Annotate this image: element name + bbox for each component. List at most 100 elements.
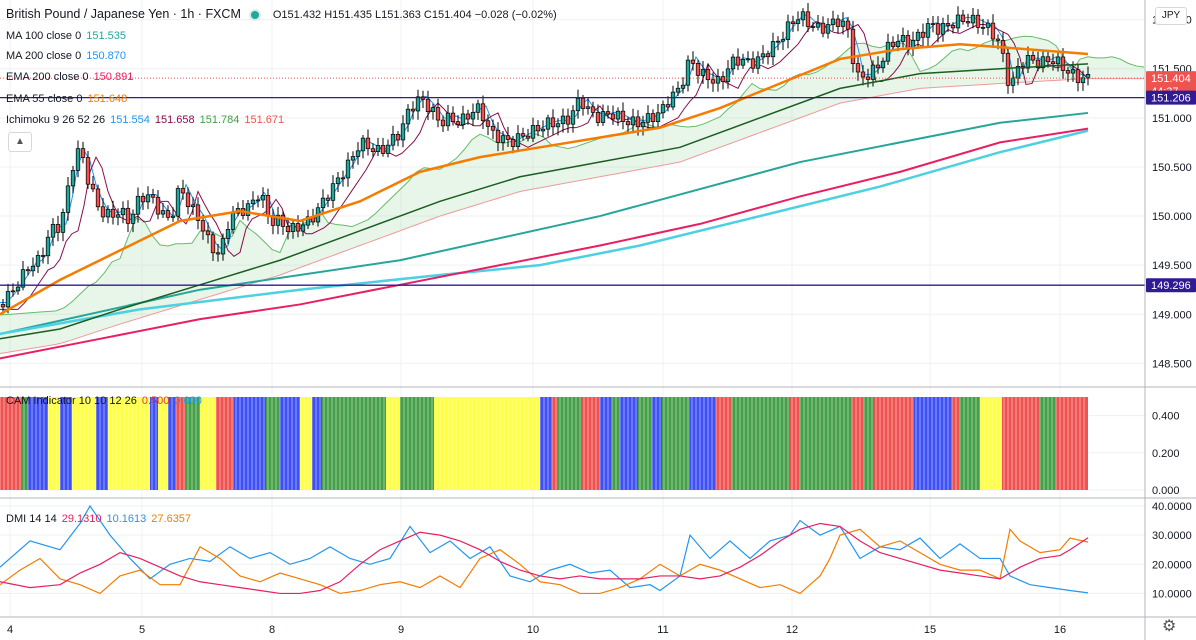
candle-body bbox=[105, 208, 111, 218]
candle-body bbox=[805, 11, 811, 27]
y-tick-label: 30.0000 bbox=[1152, 530, 1192, 542]
candle-body bbox=[405, 108, 411, 125]
candle-body bbox=[920, 31, 926, 38]
candle-body bbox=[915, 31, 921, 41]
chevron-up-icon: ▲ bbox=[15, 136, 25, 147]
candle-body bbox=[450, 112, 456, 123]
candle-body bbox=[1005, 52, 1011, 86]
candle-body bbox=[170, 215, 176, 218]
ichimoku-base-line bbox=[0, 21, 1087, 310]
upper-level-tag: 151.206 bbox=[1151, 93, 1191, 105]
candle-body bbox=[795, 19, 801, 25]
candle-body bbox=[990, 22, 996, 40]
candle-body bbox=[735, 56, 741, 66]
candle-body bbox=[65, 185, 71, 213]
candle-body bbox=[245, 203, 251, 216]
cam-legend[interactable]: CAM Indicator 10 10 12 26 0.500 0.000 bbox=[6, 395, 202, 407]
candle-body bbox=[1050, 61, 1056, 65]
cam-bar bbox=[790, 397, 800, 490]
candle-body bbox=[890, 41, 896, 47]
candle-body bbox=[5, 291, 11, 308]
candle-body bbox=[340, 177, 346, 180]
ichimoku-value-4: 151.671 bbox=[244, 114, 285, 126]
ma100-legend[interactable]: MA 100 close 0 151.535 bbox=[6, 29, 126, 43]
dmi-legend[interactable]: DMI 14 14 29.1310 10.1613 27.6357 bbox=[6, 513, 191, 525]
symbol-label[interactable]: British Pound / Japanese Yen · 1h · FXCM bbox=[6, 7, 241, 21]
candle-body bbox=[250, 199, 256, 205]
ichimoku-label: Ichimoku 9 26 52 26 bbox=[6, 114, 106, 126]
cam-bar bbox=[322, 397, 386, 490]
dmi-series-line bbox=[0, 504, 1089, 594]
candle-body bbox=[665, 104, 671, 108]
candle-body bbox=[580, 97, 586, 109]
candle-body bbox=[1070, 69, 1076, 74]
gear-icon[interactable]: ⚙ bbox=[1162, 618, 1177, 635]
collapse-legend-button[interactable]: ▲ bbox=[8, 132, 32, 152]
candle-body bbox=[595, 112, 601, 123]
x-tick-label: 8 bbox=[269, 624, 275, 636]
cam-bar bbox=[96, 397, 108, 490]
candle-body bbox=[80, 148, 86, 158]
candle-body bbox=[325, 197, 331, 201]
candle-body bbox=[220, 238, 226, 255]
cam-bar bbox=[638, 397, 652, 490]
candle-body bbox=[135, 195, 141, 215]
candle-body bbox=[935, 23, 941, 35]
candle-body bbox=[335, 177, 341, 185]
candle-body bbox=[770, 41, 776, 58]
candle-body bbox=[985, 22, 991, 28]
ema55-legend[interactable]: EMA 55 close 0 151.648 bbox=[6, 92, 127, 106]
candle-body bbox=[475, 103, 481, 113]
candle-body bbox=[980, 27, 986, 29]
candle-body bbox=[880, 60, 886, 69]
market-status-dot bbox=[250, 10, 259, 19]
candle-body bbox=[435, 107, 441, 121]
candle-body bbox=[150, 194, 156, 198]
candle-body bbox=[785, 21, 791, 40]
cam-bar bbox=[540, 397, 552, 490]
candle-body bbox=[410, 108, 416, 112]
ohlc-values: O151.432 H151.435 L151.363 C151.404 −0.0… bbox=[272, 9, 557, 21]
candle-body bbox=[660, 104, 666, 114]
candle-body bbox=[670, 91, 676, 108]
candle-body bbox=[120, 207, 126, 216]
candle-body bbox=[300, 224, 306, 232]
candle-body bbox=[70, 170, 76, 187]
candle-body bbox=[840, 20, 846, 27]
y-tick-label: 149.000 bbox=[1152, 309, 1192, 321]
dmi-value-1: 29.1310 bbox=[61, 513, 102, 525]
ichimoku-span-a bbox=[0, 35, 1145, 316]
candle-body bbox=[730, 56, 736, 70]
candle-body bbox=[540, 128, 546, 132]
dmi-value-3: 27.6357 bbox=[151, 513, 192, 525]
candle-body bbox=[210, 234, 216, 254]
ichimoku-legend[interactable]: Ichimoku 9 26 52 26 151.554 151.658 151.784… bbox=[6, 113, 284, 127]
candle-body bbox=[765, 53, 771, 58]
candle-body bbox=[85, 157, 91, 185]
x-tick-label: 11 bbox=[657, 624, 668, 636]
ma200-legend[interactable]: MA 200 close 0 150.870 bbox=[6, 49, 126, 63]
candle-body bbox=[1060, 56, 1066, 71]
candle-body bbox=[575, 97, 581, 112]
candle-body bbox=[200, 220, 206, 232]
ema200-value: 150.891 bbox=[93, 71, 134, 83]
currency-button[interactable]: JPY bbox=[1155, 7, 1187, 25]
ichimoku-cloud bbox=[0, 14, 1145, 355]
cam-bar bbox=[186, 397, 200, 490]
candle-body bbox=[365, 137, 371, 150]
candle-body bbox=[630, 116, 636, 126]
candle-body bbox=[715, 76, 721, 84]
candle-body bbox=[215, 252, 221, 255]
ema200-legend[interactable]: EMA 200 close 0 150.891 bbox=[6, 70, 133, 84]
cam-value-1: 0.500 bbox=[141, 395, 170, 407]
lower-level-tag-bg bbox=[1146, 278, 1196, 293]
y-tick-label: 10.0000 bbox=[1152, 588, 1192, 600]
cam-bar bbox=[582, 397, 600, 490]
cam-bar bbox=[960, 397, 980, 490]
candle-body bbox=[825, 24, 831, 34]
candle-body bbox=[400, 123, 406, 141]
series-line bbox=[0, 111, 1089, 335]
candle-body bbox=[45, 236, 51, 257]
